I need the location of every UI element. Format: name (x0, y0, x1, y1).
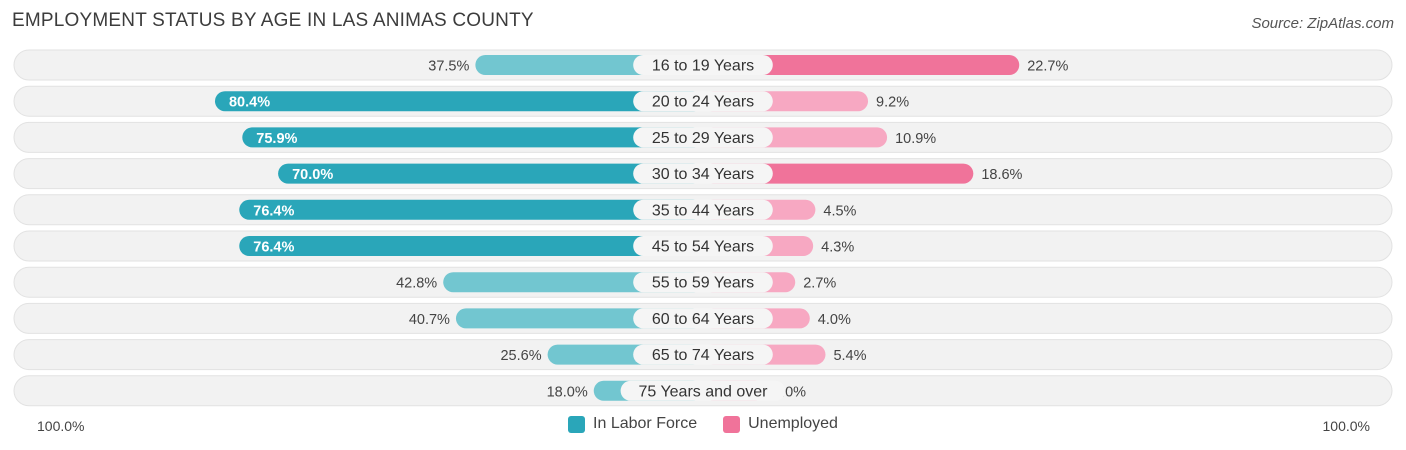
labor-force-value-label: 18.0% (547, 384, 588, 400)
unemployed-value-label: 2.7% (803, 276, 836, 292)
unemployed-bar (703, 55, 1020, 75)
labor-force-bar (214, 91, 704, 112)
category-label-pill (633, 163, 773, 184)
unemployed-value-label: 4.5% (823, 203, 856, 219)
legend-label-labor-force: In Labor Force (593, 415, 698, 432)
unemployed-value-label: 9.2% (876, 95, 909, 111)
category-label-pill (633, 199, 773, 220)
chart-source: Source: ZipAtlas.com (1251, 15, 1394, 32)
labor-force-bar (239, 236, 703, 256)
category-label: 75 Years and over (639, 383, 769, 400)
labor-force-value-label: 80.4% (229, 95, 270, 111)
employment-chart: 37.5% 80.4% 75.9% 70.0% 76.4% 76.4% 42.8% 40.7%… (13, 49, 1393, 407)
chart-legend: In Labor Force Unemployed (0, 415, 1406, 433)
category-label: 25 to 29 Years (652, 130, 754, 147)
chart-title: EMPLOYMENT STATUS BY AGE IN LAS ANIMAS C… (12, 10, 534, 31)
category-label-pill (633, 236, 773, 256)
category-label-pill (633, 344, 773, 365)
category-label: 65 to 74 Years (652, 347, 754, 364)
legend-item-unemployed[interactable]: Unemployed (723, 415, 838, 433)
legend-swatch-unemployed (723, 415, 741, 433)
labor-force-value-label: 70.0% (292, 167, 333, 183)
legend-label-unemployed: Unemployed (748, 415, 838, 432)
labor-force-value-label: 37.5% (428, 59, 469, 75)
category-label: 16 to 19 Years (652, 58, 754, 75)
category-label-pill (633, 127, 773, 148)
labor-force-value-label: 75.9% (256, 131, 297, 147)
unemployed-value-label: 5.4% (833, 348, 866, 364)
labor-force-value-label: 76.4% (253, 203, 294, 219)
labor-force-value-label: 25.6% (500, 348, 541, 364)
labor-force-value-label: 42.8% (396, 276, 437, 292)
category-label: 20 to 24 Years (652, 94, 754, 111)
labor-force-bar (242, 127, 704, 148)
labor-force-bar (278, 163, 703, 184)
unemployed-value-label: 4.0% (818, 312, 851, 328)
labor-force-value-label: 40.7% (409, 312, 450, 328)
category-label: 45 to 54 Years (652, 239, 754, 256)
category-label-pill (620, 380, 786, 401)
category-label: 60 to 64 Years (652, 311, 754, 328)
unemployed-value-label: 22.7% (1027, 59, 1068, 75)
labor-force-bar (239, 199, 703, 220)
unemployed-value-label: 4.3% (821, 240, 854, 256)
category-label: 55 to 59 Years (652, 275, 754, 292)
legend-item-labor-force[interactable]: In Labor Force (568, 415, 697, 433)
unemployed-value-label: 18.6% (981, 167, 1022, 183)
category-label-pill (633, 55, 773, 75)
category-label-pill (633, 308, 773, 329)
legend-swatch-labor-force (568, 415, 586, 433)
unemployed-value-label: 10.9% (895, 131, 936, 147)
category-label-pill (633, 272, 773, 293)
labor-force-value-label: 76.4% (253, 240, 294, 256)
axis-left-label: 100.0% (37, 418, 85, 434)
category-label: 35 to 44 Years (652, 202, 754, 219)
category-label-pill (633, 91, 773, 112)
axis-right-label: 100.0% (1322, 418, 1370, 434)
category-label: 30 to 34 Years (652, 166, 754, 183)
